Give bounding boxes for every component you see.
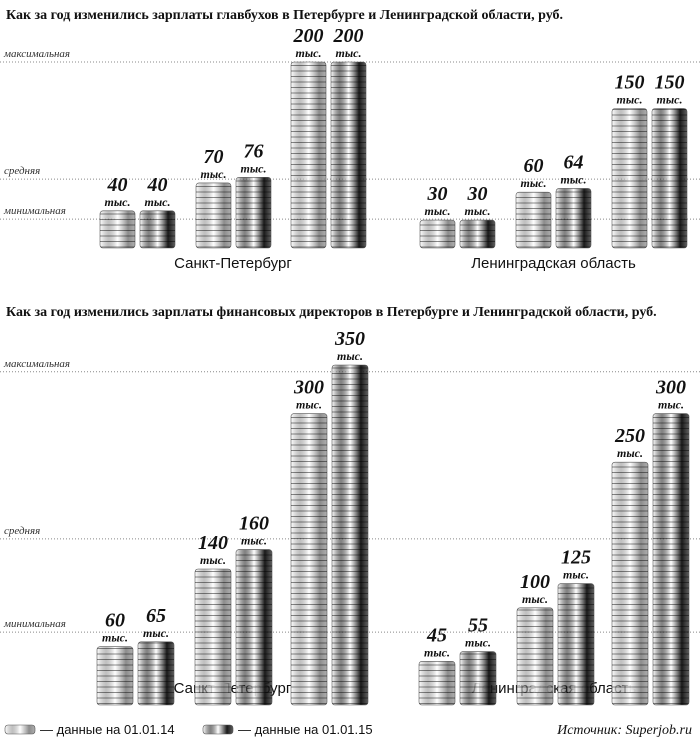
unit-label: тыс. [425,204,451,218]
coin-lines [331,62,366,248]
value-label: 140 [198,532,228,554]
unit-label: тыс. [200,553,226,567]
reference-label: минимальная [3,618,66,630]
unit-label: тыс. [658,398,684,412]
unit-label: тыс. [296,398,322,412]
value-label: 200 [333,25,364,47]
value-label: 30 [467,183,488,205]
legend-swatch [202,724,234,735]
unit-label: тыс. [201,167,227,181]
source: Источник: Superjob.ru [556,723,692,738]
value-label: 60 [524,155,544,177]
coin-lines [332,365,368,705]
reference-label: минимальная [3,205,66,217]
value-label: 300 [655,377,686,399]
coin-lines [516,192,551,248]
unit-label: тыс. [424,645,450,659]
reference-label: средняя [4,165,40,177]
value-label: 40 [147,174,168,196]
value-label: 70 [204,146,224,168]
value-label: 65 [146,605,166,627]
coin-lines [517,607,553,705]
unit-label: тыс. [336,46,362,60]
coin-lines [460,220,495,248]
coin-lines [556,188,591,248]
coin-lines [291,413,327,705]
value-label: 40 [107,174,128,196]
reference-label: максимальная [3,48,70,60]
region-label: Санкт-Петербург [174,255,292,272]
unit-label: тыс. [617,93,643,107]
coin-lines [97,646,133,705]
unit-label: тыс. [465,204,491,218]
value-label: 55 [468,615,488,637]
unit-label: тыс. [337,349,363,363]
legend-label: — данные на 01.01.14 [40,722,175,737]
coin-lines [419,661,455,705]
unit-label: тыс. [241,161,267,175]
coin-lines [138,641,174,705]
value-label: 76 [244,140,264,162]
region-label: Ленинградская область [471,255,636,272]
coin-lines [236,549,272,705]
value-label: 200 [293,25,324,47]
unit-label: тыс. [296,46,322,60]
coin-lines [236,177,271,248]
value-label: 250 [614,425,645,447]
value-label: 45 [426,624,447,646]
coin-lines [140,210,175,248]
unit-label: тыс. [563,568,589,582]
unit-label: тыс. [145,195,171,209]
coin-lines [612,108,647,248]
coin-lines [420,220,455,248]
legend-swatch [4,724,36,735]
value-label: 30 [427,183,448,205]
coin-lines [100,210,135,248]
unit-label: тыс. [521,176,547,190]
chart-title: Как за год изменились зарплаты главбухов… [6,8,564,23]
coin-lines [612,462,648,705]
unit-label: тыс. [143,626,169,640]
unit-label: тыс. [241,534,267,548]
coin-lines [196,182,231,248]
chart-title: Как за год изменились зарплаты финансовы… [6,305,657,320]
value-label: 100 [520,571,550,593]
region-label: Санкт-Петербург [174,680,292,697]
coin-lines [653,413,689,705]
unit-label: тыс. [105,195,131,209]
value-label: 60 [105,610,125,632]
legend-label: — данные на 01.01.15 [238,722,373,737]
coin-lines [558,583,594,705]
value-label: 300 [293,377,324,399]
region-label: Ленинградская область [472,680,637,697]
coin-lines [195,569,231,705]
coin-lines [652,108,687,248]
value-label: 150 [655,72,685,94]
unit-label: тыс. [102,631,128,645]
coin-lines [291,62,326,248]
reference-label: средняя [4,525,40,537]
unit-label: тыс. [657,93,683,107]
value-label: 350 [334,328,365,350]
value-label: 160 [239,513,269,535]
value-label: 125 [561,547,591,569]
unit-label: тыс. [465,636,491,650]
reference-label: максимальная [3,358,70,370]
unit-label: тыс. [561,172,587,186]
value-label: 64 [564,151,584,173]
coin-lines [460,651,496,705]
unit-label: тыс. [522,592,548,606]
value-label: 150 [615,72,645,94]
unit-label: тыс. [617,446,643,460]
